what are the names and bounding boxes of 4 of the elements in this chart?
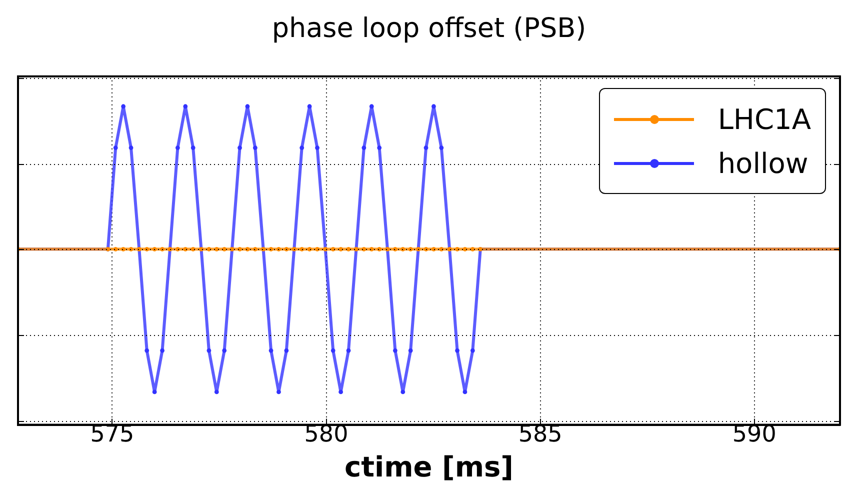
chart-title: phase loop offset (PSB)	[272, 13, 586, 44]
x-axis-title: ctime [ms]	[344, 450, 514, 484]
legend-label: LHC1A	[718, 102, 811, 136]
legend-label: hollow	[718, 146, 808, 180]
